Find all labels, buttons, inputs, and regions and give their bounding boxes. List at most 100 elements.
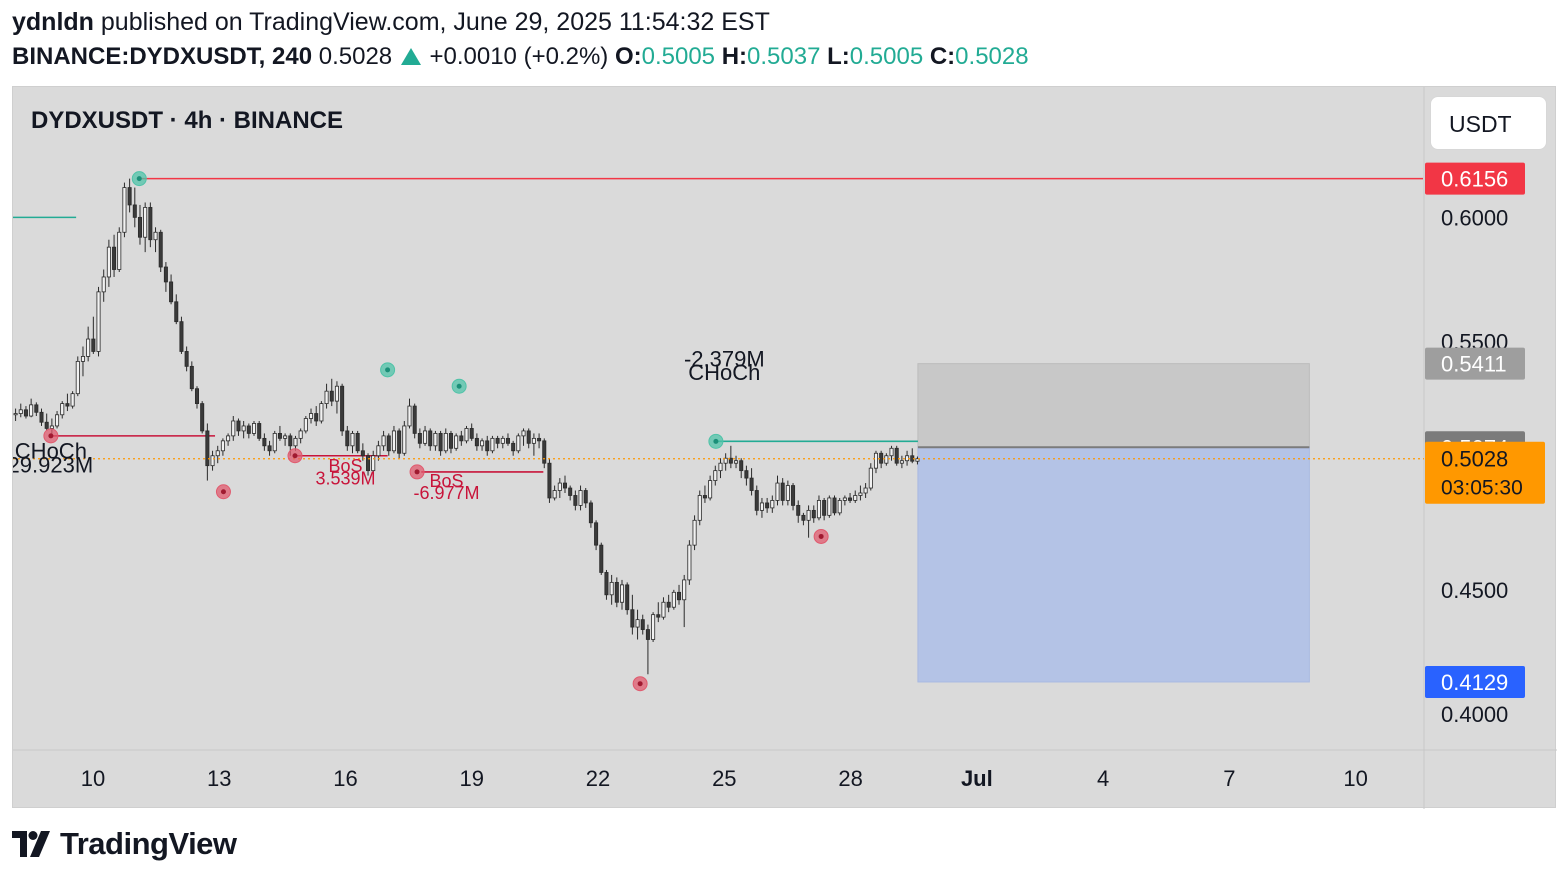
candle-up xyxy=(682,579,687,601)
pivot-dot xyxy=(713,438,719,444)
pivot-dot xyxy=(220,489,226,495)
candle-up xyxy=(759,502,764,511)
candle-down xyxy=(132,204,137,218)
candle-down xyxy=(360,450,365,457)
open-label: O: xyxy=(614,43,642,70)
candle-down xyxy=(428,430,433,447)
x-tick-label: 19 xyxy=(460,766,484,791)
publisher-name[interactable]: ydnldn xyxy=(12,8,94,36)
candle-down xyxy=(666,601,671,608)
candle-down xyxy=(91,338,96,352)
candle-up xyxy=(718,462,723,472)
candle-up xyxy=(443,432,448,452)
candle-down xyxy=(780,482,785,501)
currency-unit-button[interactable]: USDT xyxy=(1430,96,1547,150)
close-value: 0.5028 xyxy=(955,43,1029,70)
published-text: published on TradingView.com, June 29, 2… xyxy=(100,8,770,36)
candle-down xyxy=(288,435,293,447)
candle-down xyxy=(366,455,371,472)
candle-down xyxy=(277,432,282,439)
candle-down xyxy=(412,405,417,434)
candle-down xyxy=(448,432,453,449)
candle-down xyxy=(765,502,770,509)
structure-label: -2.379M xyxy=(684,346,765,371)
candle-down xyxy=(677,591,682,601)
candle-up xyxy=(884,455,889,464)
candle-up xyxy=(873,452,878,469)
candle-down xyxy=(801,514,806,521)
candle-up xyxy=(49,425,54,429)
candle-up xyxy=(827,497,832,516)
price-change: +0.0010 (+0.2%) xyxy=(429,43,609,70)
candle-up xyxy=(516,435,521,452)
price-axis-tag xyxy=(1425,347,1525,380)
high-label: H: xyxy=(721,43,748,70)
candle-down xyxy=(257,423,262,439)
pivot-dot xyxy=(292,453,298,459)
candle-down xyxy=(702,495,707,499)
candle-down xyxy=(547,462,552,499)
high-value: 0.5037 xyxy=(747,43,821,70)
candle-up xyxy=(407,405,412,427)
candle-up xyxy=(816,500,821,519)
structure-label: 3.539M xyxy=(315,468,375,488)
candle-down xyxy=(588,502,593,524)
candle-up xyxy=(842,497,847,501)
candle-down xyxy=(625,584,630,611)
candle-down xyxy=(894,447,899,464)
candle-up xyxy=(806,509,811,521)
tradingview-logo[interactable]: TradingView xyxy=(12,826,237,862)
tradingview-logo-icon xyxy=(12,831,50,857)
candle-up xyxy=(106,246,111,278)
candle-up xyxy=(500,437,505,444)
candle-down xyxy=(34,404,39,413)
x-tick-label: 4 xyxy=(1097,766,1109,791)
candle-up xyxy=(309,413,314,419)
candle-up xyxy=(55,414,60,427)
candle-down xyxy=(614,581,619,603)
candle-up xyxy=(319,403,324,422)
x-tick-label: 7 xyxy=(1223,766,1235,791)
publish-info: ydnldn published on TradingView.com, Jun… xyxy=(12,8,770,37)
candle-down xyxy=(158,231,163,268)
low-value: 0.5005 xyxy=(849,43,924,70)
candle-up xyxy=(863,487,868,494)
structure-label: CHoCh xyxy=(688,360,760,385)
candle-down xyxy=(205,430,210,467)
candle-up xyxy=(371,455,376,472)
pivot-dot xyxy=(414,469,420,475)
candle-up xyxy=(521,430,526,437)
candle-up xyxy=(231,420,236,437)
candle-down xyxy=(832,497,837,514)
x-tick-label: 16 xyxy=(333,766,357,791)
chart-panel[interactable]: 0.6000 0.5500 0.4500 0.4000 10 13 16 19 22 25 28 Ju… xyxy=(12,86,1557,809)
symbol-label[interactable]: BINANCE:DYDXUSDT, 240 xyxy=(12,43,313,70)
candle-up xyxy=(661,601,666,618)
candle-down xyxy=(174,301,179,323)
current-price-tag-text: 0.5028 xyxy=(1441,447,1508,472)
candle-down xyxy=(568,487,573,496)
candle-down xyxy=(163,266,168,283)
candle-down xyxy=(417,432,422,444)
candle-down xyxy=(879,452,884,464)
pivot-dot xyxy=(385,367,391,373)
structure-label: -6.977M xyxy=(413,483,479,503)
candle-down xyxy=(495,437,500,444)
candle-up xyxy=(454,435,459,449)
tradingview-wordmark: TradingView xyxy=(60,826,237,861)
candle-down xyxy=(749,477,754,491)
candle-down xyxy=(184,351,189,367)
candle-down xyxy=(573,495,578,506)
candle-down xyxy=(148,207,153,241)
x-tick-label: 10 xyxy=(1343,766,1367,791)
candle-down xyxy=(355,432,360,452)
candle-down xyxy=(537,437,542,442)
candle-up xyxy=(391,430,396,452)
candle-down xyxy=(744,470,749,479)
candle-up xyxy=(713,470,718,481)
x-tick-label: 22 xyxy=(586,766,610,791)
candle-up xyxy=(619,584,625,603)
structure-label: -29.923M xyxy=(13,453,93,478)
candle-up xyxy=(122,187,127,233)
